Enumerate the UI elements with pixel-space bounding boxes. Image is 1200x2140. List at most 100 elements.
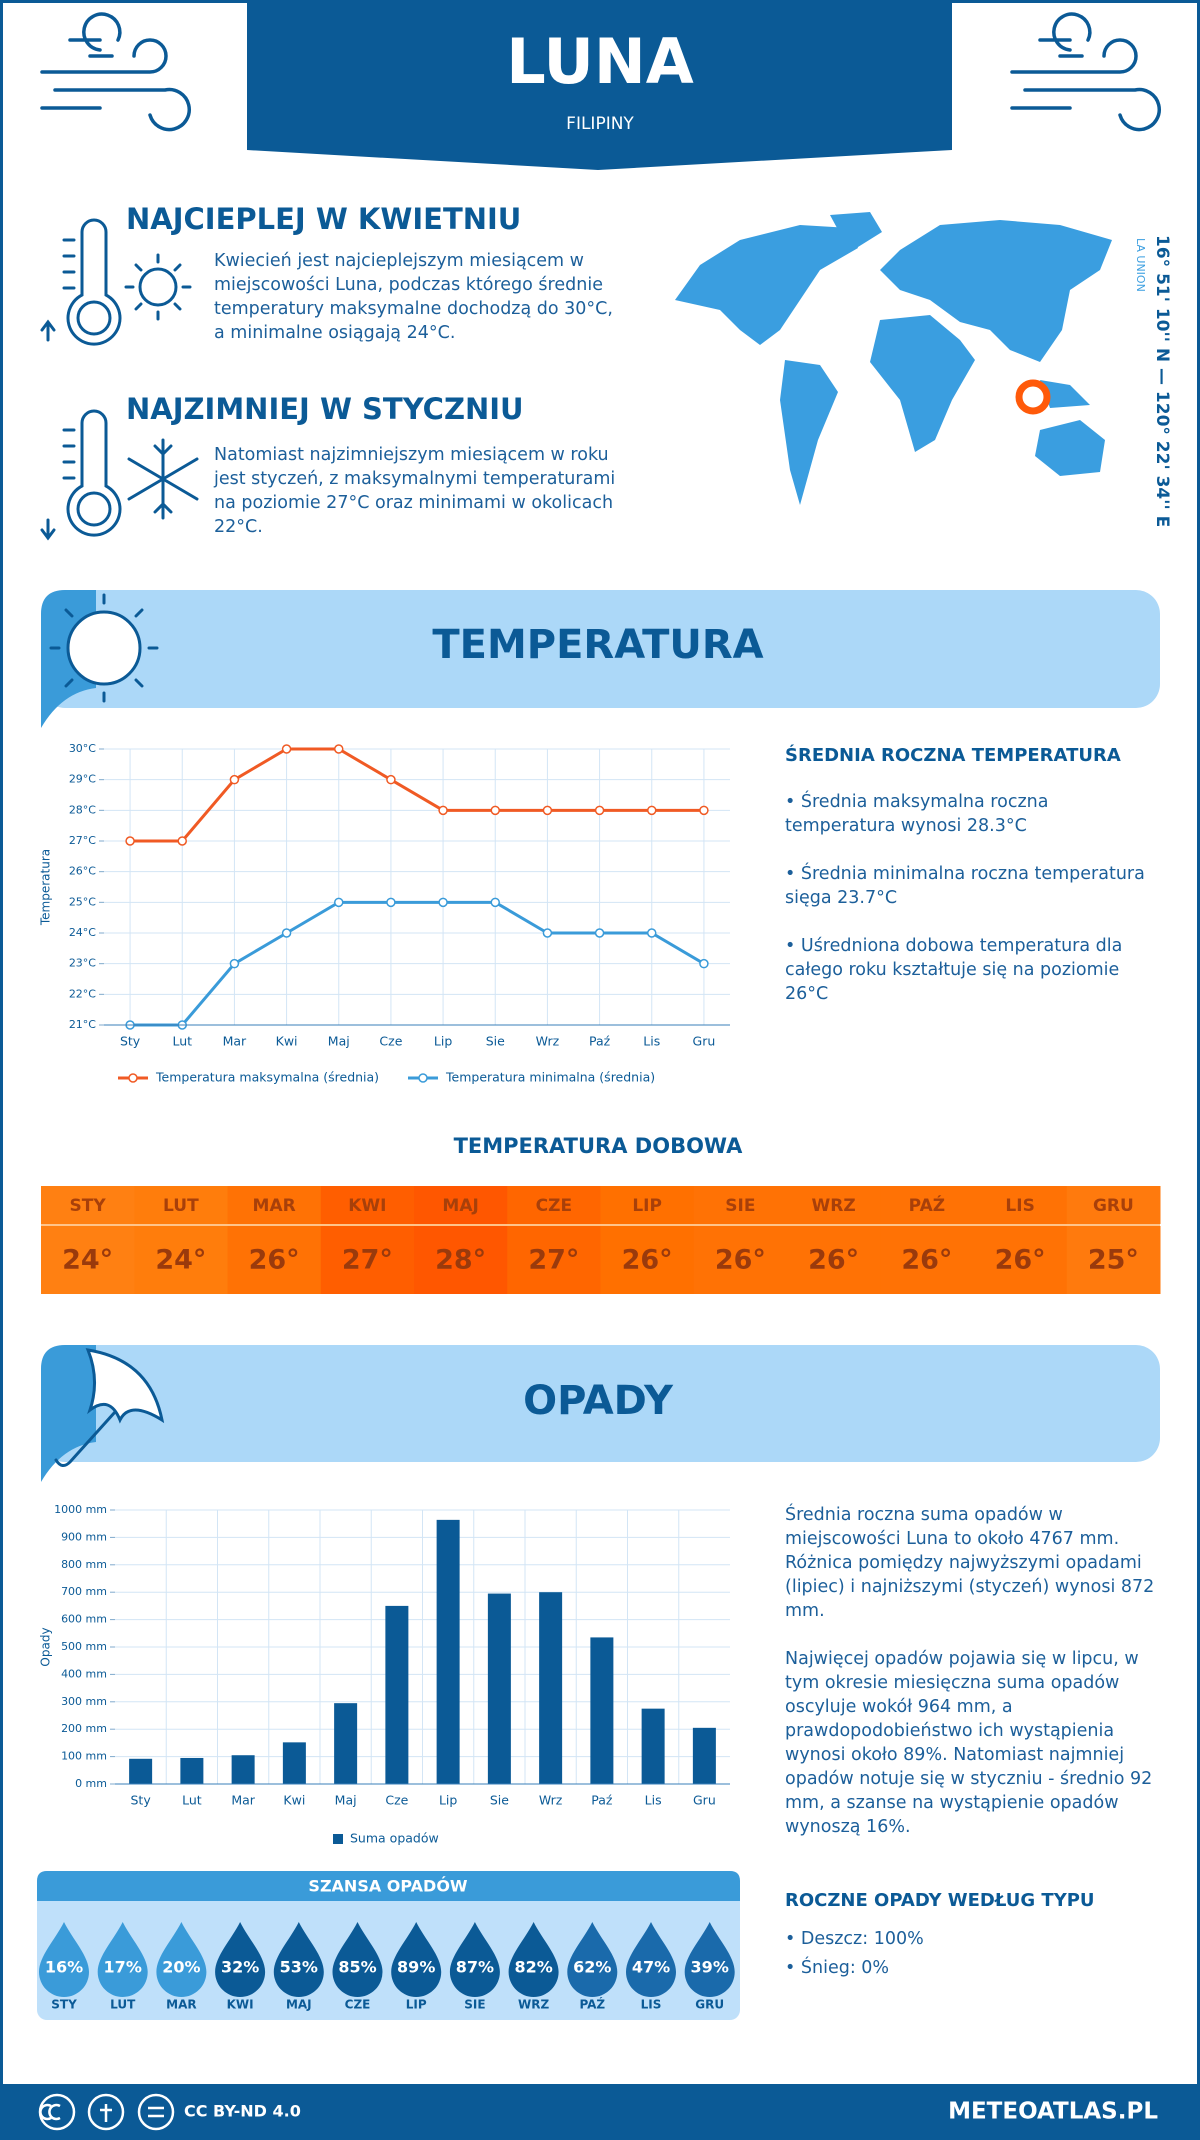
chance-month: SIE — [464, 1998, 485, 2012]
subtitle: FILIPINY — [566, 114, 634, 134]
chance-value: 39% — [691, 1958, 729, 1977]
chance-value: 82% — [514, 1958, 552, 1977]
y-tick-label: 600 mm — [61, 1613, 107, 1626]
license-icons — [38, 2093, 175, 2131]
table-value-cell — [693, 1226, 788, 1294]
table-value-cell — [414, 1226, 508, 1294]
sun-icon — [49, 593, 159, 703]
summary-title: ŚREDNIA ROCZNA TEMPERATURA — [785, 745, 1121, 766]
y-tick-label: 300 mm — [61, 1695, 107, 1708]
point — [594, 805, 605, 816]
table-header-cell — [600, 1186, 695, 1224]
y-tick-label: 500 mm — [61, 1640, 107, 1653]
x-tick-label: Mar — [231, 1793, 255, 1808]
y-tick-label: 22°C — [69, 987, 96, 1000]
chance-value: 32% — [221, 1958, 259, 1977]
coldest-text: Natomiast najzimniejszym miesiącem w rok… — [214, 445, 616, 537]
region: LA UNION — [1134, 238, 1147, 292]
point — [281, 928, 292, 938]
x-tick-label: Maj — [335, 1793, 357, 1808]
warm-icon — [40, 218, 192, 346]
y-tick-label: 400 mm — [61, 1667, 107, 1680]
type-item: • Deszcz: 100% — [785, 1929, 924, 1949]
point — [125, 836, 135, 846]
point — [647, 928, 657, 938]
chance-value: 16% — [45, 1958, 83, 1977]
y-tick-label: 0 mm — [75, 1777, 107, 1790]
table-value-cell — [134, 1226, 228, 1294]
table-header-cell — [134, 1186, 228, 1224]
bar — [385, 1605, 409, 1784]
chance-value: 87% — [456, 1958, 494, 1977]
point — [699, 958, 709, 969]
chance-value: 89% — [397, 1958, 435, 1977]
x-tick-label: Maj — [328, 1034, 350, 1049]
point — [490, 897, 500, 908]
table-value: 26° — [622, 1245, 673, 1276]
x-tick-label: Lut — [182, 1793, 202, 1808]
x-tick-label: Wrz — [536, 1034, 560, 1049]
table-header-cell — [41, 1186, 135, 1224]
world-map — [675, 212, 1112, 505]
rain-drop — [215, 1922, 266, 1997]
rain-drop — [508, 1922, 559, 1997]
table-header-cell — [880, 1186, 974, 1224]
footer-bar — [0, 2084, 1200, 2140]
table-value: 24° — [155, 1245, 206, 1276]
table-value: 26° — [808, 1245, 859, 1276]
chance-month: WRZ — [518, 1998, 549, 2012]
chance-month: KWI — [227, 1998, 254, 2012]
table-month: SIE — [725, 1196, 755, 1216]
y-axis-label: Opady — [39, 1627, 53, 1666]
precip-paragraph: Najwięcej opadów pojawia się w lipcu, w … — [785, 1649, 1153, 1837]
bar — [231, 1755, 255, 1784]
legend-label: Suma opadów — [350, 1831, 439, 1846]
bar — [334, 1703, 358, 1784]
table-month: GRU — [1093, 1196, 1134, 1216]
type-list: • Deszcz: 100% • Śnieg: 0% — [785, 1925, 1160, 1983]
point — [438, 805, 448, 816]
site: METEOATLAS.PL — [948, 2099, 1158, 2125]
table-header-cell — [320, 1186, 415, 1224]
point — [647, 805, 657, 816]
license: CC BY-ND 4.0 — [184, 2102, 301, 2121]
y-tick-label: 29°C — [69, 773, 96, 786]
x-tick-label: Lis — [643, 1034, 660, 1049]
chance-value: 62% — [573, 1958, 611, 1977]
bar — [282, 1742, 306, 1784]
table-value-cell — [600, 1226, 695, 1294]
x-tick-label: Sie — [490, 1793, 509, 1808]
table-value: 27° — [528, 1245, 579, 1276]
umbrella-icon — [54, 1348, 165, 1467]
x-tick-label: Sty — [131, 1793, 152, 1808]
chance-value: 85% — [338, 1958, 376, 1977]
warmest-title: NAJCIEPLEJ W KWIETNIU — [126, 202, 522, 236]
table-value-cell — [227, 1226, 322, 1294]
rain-drop — [391, 1922, 442, 1997]
y-tick-label: 1000 mm — [54, 1503, 107, 1516]
table-value-cell — [1066, 1226, 1161, 1294]
table-value: 27° — [342, 1245, 393, 1276]
table-month: STY — [70, 1196, 107, 1216]
table-month: PAŹ — [909, 1194, 945, 1216]
header-banner — [247, 0, 952, 170]
table-month: LUT — [163, 1196, 199, 1216]
table-header-cell — [693, 1186, 788, 1224]
point — [594, 928, 605, 938]
x-tick-label: Gru — [693, 1034, 716, 1049]
type-title: ROCZNE OPADY WEDŁUG TYPU — [785, 1890, 1095, 1911]
x-tick-label: Lip — [439, 1793, 457, 1808]
chance-month: LUT — [110, 1998, 136, 2012]
table-header-cell — [507, 1186, 601, 1224]
table-value-cell — [880, 1226, 974, 1294]
bar — [590, 1637, 614, 1784]
chance-header — [37, 1871, 740, 1901]
point — [699, 805, 709, 816]
x-tick-label: Sie — [486, 1034, 505, 1049]
bar — [436, 1519, 460, 1784]
table-month: LIS — [1005, 1196, 1034, 1216]
point — [438, 897, 448, 908]
point — [542, 928, 553, 938]
table-header-cell — [1066, 1186, 1161, 1224]
